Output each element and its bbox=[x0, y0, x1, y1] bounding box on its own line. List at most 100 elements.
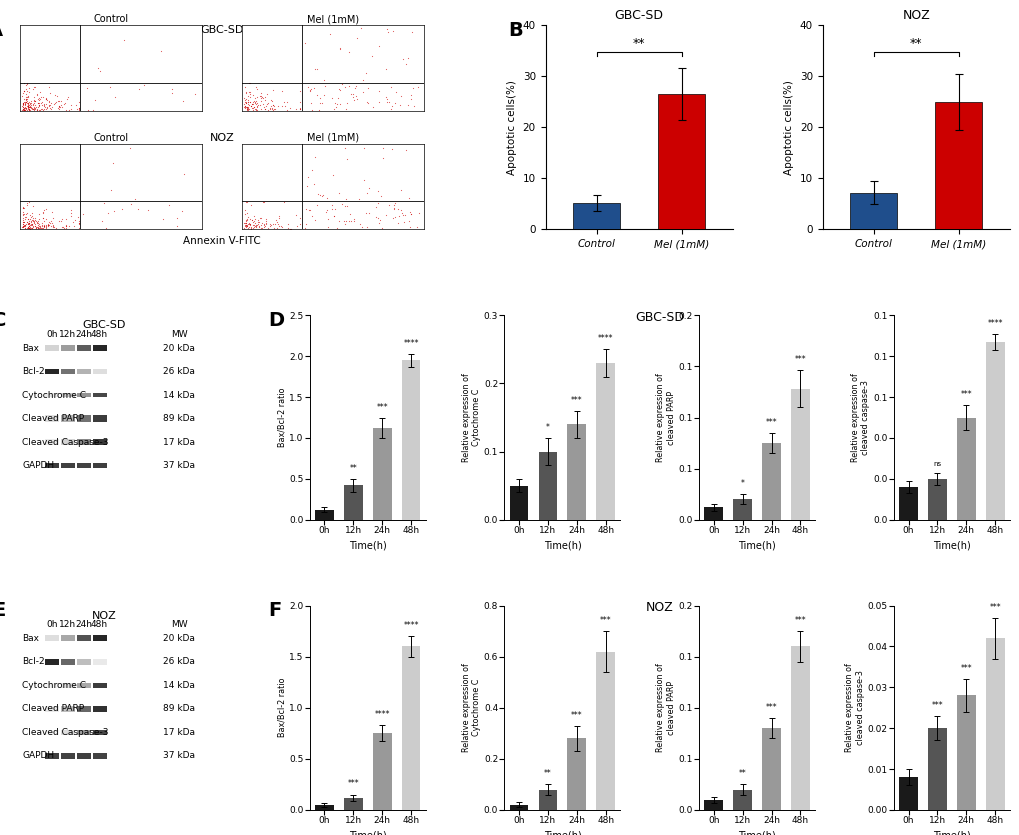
Point bbox=[23, 210, 40, 224]
Point bbox=[14, 89, 31, 103]
Point bbox=[331, 43, 347, 56]
Text: *: * bbox=[740, 479, 744, 488]
Text: ****: **** bbox=[374, 710, 389, 719]
Text: D: D bbox=[268, 311, 283, 330]
Point bbox=[261, 103, 277, 116]
Point bbox=[245, 101, 261, 114]
Point bbox=[38, 92, 54, 105]
Point bbox=[20, 212, 37, 225]
Bar bbox=[704, 508, 722, 519]
Point bbox=[32, 220, 48, 234]
Point bbox=[249, 101, 265, 114]
Point bbox=[33, 104, 49, 117]
Point bbox=[90, 61, 106, 74]
Point bbox=[18, 199, 35, 212]
Point bbox=[15, 220, 32, 234]
Point bbox=[281, 222, 298, 235]
Point bbox=[37, 101, 53, 114]
Point bbox=[309, 188, 325, 201]
Point bbox=[235, 100, 252, 114]
Point bbox=[57, 104, 73, 117]
Point bbox=[21, 100, 38, 114]
Point bbox=[51, 101, 67, 114]
Text: Bcl-2: Bcl-2 bbox=[22, 367, 45, 376]
Point bbox=[264, 99, 280, 112]
Point bbox=[38, 220, 54, 233]
Bar bbox=[510, 805, 528, 810]
Point bbox=[39, 102, 55, 115]
Point bbox=[326, 209, 342, 222]
Point bbox=[237, 218, 254, 231]
Point bbox=[34, 219, 50, 232]
Point bbox=[307, 214, 323, 227]
Point bbox=[316, 79, 332, 93]
Bar bbox=[899, 777, 917, 810]
Point bbox=[236, 101, 253, 114]
Point bbox=[337, 215, 354, 228]
Point bbox=[330, 83, 346, 96]
Point bbox=[24, 220, 41, 234]
Point bbox=[304, 210, 320, 223]
Point bbox=[70, 216, 87, 230]
Point bbox=[20, 212, 37, 225]
Point bbox=[258, 97, 274, 110]
Point bbox=[244, 213, 260, 226]
Bar bbox=[93, 730, 106, 735]
Point bbox=[126, 193, 143, 206]
Point bbox=[246, 219, 262, 232]
Point bbox=[380, 95, 396, 109]
Point bbox=[239, 212, 256, 225]
Point bbox=[34, 90, 50, 104]
Point bbox=[14, 99, 31, 113]
Point bbox=[385, 24, 401, 38]
Point bbox=[31, 220, 47, 233]
Point bbox=[15, 84, 32, 98]
Point bbox=[52, 100, 68, 114]
Point bbox=[245, 89, 261, 102]
Point bbox=[25, 101, 42, 114]
Point bbox=[20, 100, 37, 114]
Point bbox=[359, 81, 375, 94]
Point bbox=[20, 216, 37, 230]
Point bbox=[245, 104, 261, 117]
Point bbox=[314, 189, 330, 202]
Point bbox=[311, 189, 327, 202]
Point bbox=[20, 101, 37, 114]
Point bbox=[14, 217, 31, 230]
Point bbox=[21, 214, 38, 227]
Bar bbox=[61, 392, 74, 397]
Point bbox=[311, 91, 327, 104]
Point bbox=[41, 95, 57, 109]
Point bbox=[53, 94, 69, 108]
Point bbox=[28, 212, 44, 225]
Point bbox=[329, 221, 345, 235]
Bar bbox=[899, 487, 917, 519]
Point bbox=[16, 220, 33, 233]
Point bbox=[42, 98, 58, 111]
Title: Control: Control bbox=[94, 14, 128, 24]
Point bbox=[242, 90, 258, 104]
Point bbox=[19, 100, 36, 114]
Point bbox=[20, 218, 37, 231]
Point bbox=[245, 95, 261, 109]
Point bbox=[70, 221, 87, 235]
Point bbox=[242, 95, 258, 109]
Point bbox=[344, 90, 361, 104]
Point bbox=[378, 90, 394, 104]
Point bbox=[174, 204, 191, 217]
Point bbox=[237, 219, 254, 232]
Point bbox=[25, 100, 42, 114]
Point bbox=[186, 88, 203, 101]
Point bbox=[243, 99, 259, 113]
Point bbox=[25, 102, 42, 115]
Y-axis label: Bax/Bcl-2 ratio: Bax/Bcl-2 ratio bbox=[277, 387, 286, 448]
Point bbox=[17, 90, 34, 104]
Bar bbox=[733, 790, 751, 810]
Point bbox=[60, 220, 76, 233]
Point bbox=[65, 215, 82, 229]
Point bbox=[54, 220, 70, 234]
Point bbox=[253, 211, 269, 225]
Point bbox=[53, 100, 69, 114]
Text: 17 kDa: 17 kDa bbox=[163, 438, 195, 447]
Text: 0h: 0h bbox=[46, 620, 58, 629]
